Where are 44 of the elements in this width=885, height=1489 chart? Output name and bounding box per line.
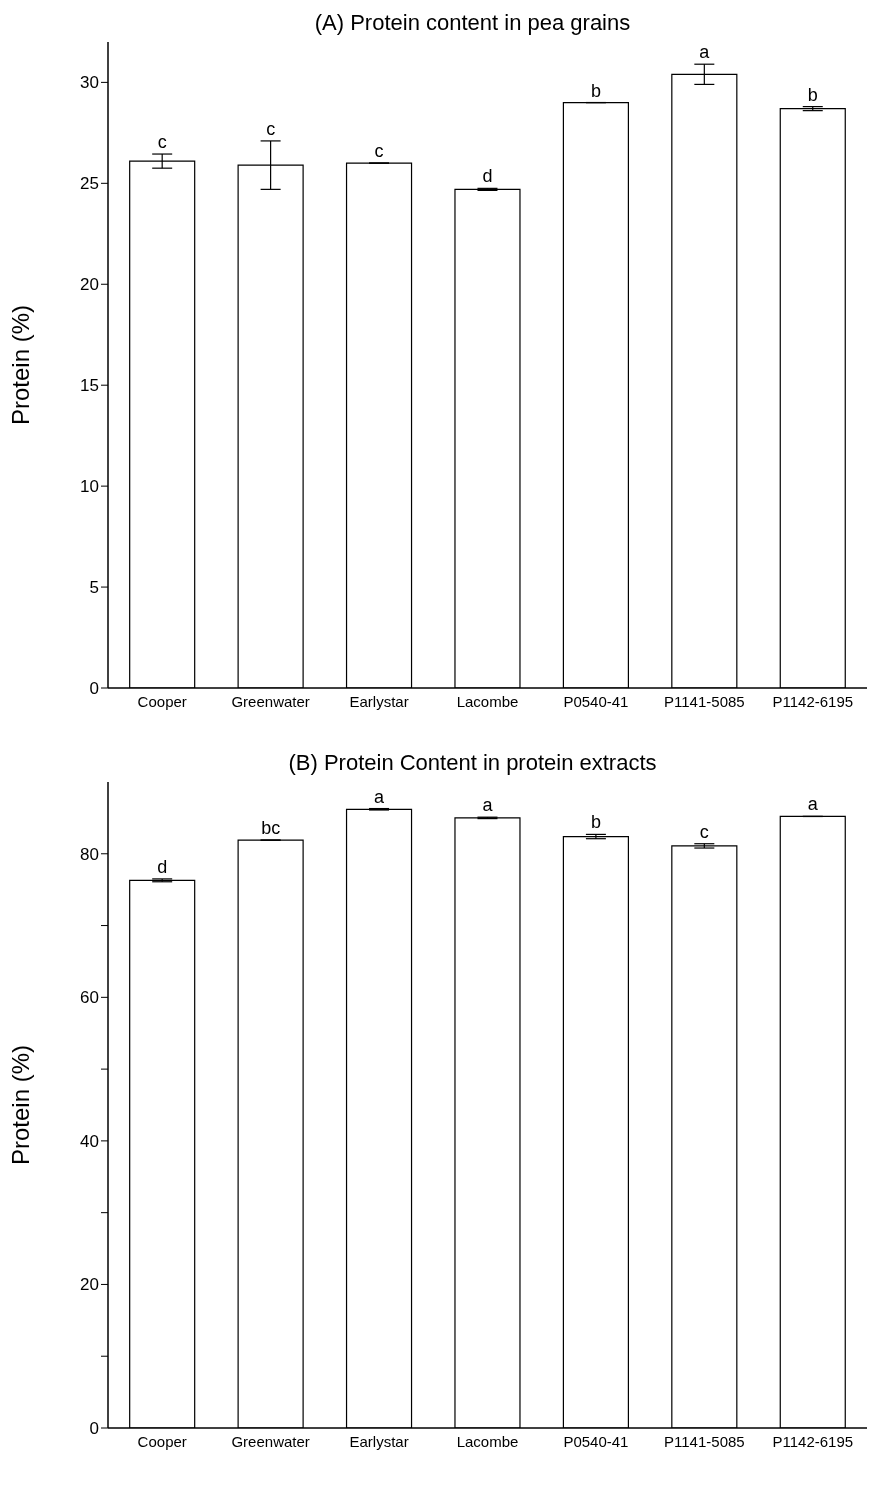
y-tick-label: 40 [80, 1131, 99, 1151]
x-tick-label: Earlystar [349, 692, 409, 710]
annotation: d [157, 856, 168, 877]
annotation: c [374, 141, 384, 162]
x-tick-label: Earlystar [349, 1432, 409, 1450]
x-tick-label: Greenwater [231, 1432, 310, 1450]
y-tick-label: 25 [80, 174, 99, 194]
x-tick-label: Lacombe [456, 1432, 519, 1450]
x-tick-label: Lacombe [456, 692, 519, 710]
y-axis-title: Protein (%) [6, 304, 34, 426]
annotation: b [590, 80, 601, 101]
annotation: a [374, 786, 386, 807]
y-tick-label: 5 [89, 578, 99, 598]
x-tick-label: P1141-5085 [664, 692, 745, 710]
chart-title: (A) Protein content in pea grains [313, 10, 632, 36]
y-tick-label: 15 [80, 376, 99, 396]
annotation: b [590, 812, 601, 833]
y-tick-label: 10 [80, 477, 99, 497]
x-tick-label: P1142-6195 [772, 1432, 854, 1450]
annotation: d [482, 166, 493, 187]
y-tick-label: 60 [80, 988, 99, 1008]
annotation: bc [261, 818, 281, 839]
y-tick-label: 0 [89, 679, 99, 699]
x-tick-label: P1142-6195 [772, 692, 854, 710]
x-tick-label: Cooper [137, 692, 187, 710]
annotation: a [807, 794, 819, 815]
annotation: c [699, 821, 709, 842]
y-tick-label: 0 [89, 1419, 99, 1439]
y-tick-label: 20 [80, 275, 99, 295]
x-tick-label: P0540-41 [563, 1432, 629, 1450]
annotation: c [266, 118, 276, 139]
x-tick-label: Cooper [137, 1432, 187, 1450]
y-tick-label: 20 [80, 1275, 99, 1295]
annotation: c [157, 132, 167, 153]
y-tick-label: 80 [80, 844, 99, 864]
chart-title: (B) Protein Content in protein extracts [287, 750, 658, 776]
annotation: b [807, 84, 818, 105]
annotation: a [699, 42, 711, 63]
y-tick-label: 30 [80, 73, 99, 93]
y-axis-title: Protein (%) [6, 1044, 34, 1166]
x-tick-label: P0540-41 [563, 692, 629, 710]
annotation: a [482, 795, 494, 816]
x-tick-label: Greenwater [231, 692, 310, 710]
x-tick-label: P1141-5085 [664, 1432, 745, 1450]
